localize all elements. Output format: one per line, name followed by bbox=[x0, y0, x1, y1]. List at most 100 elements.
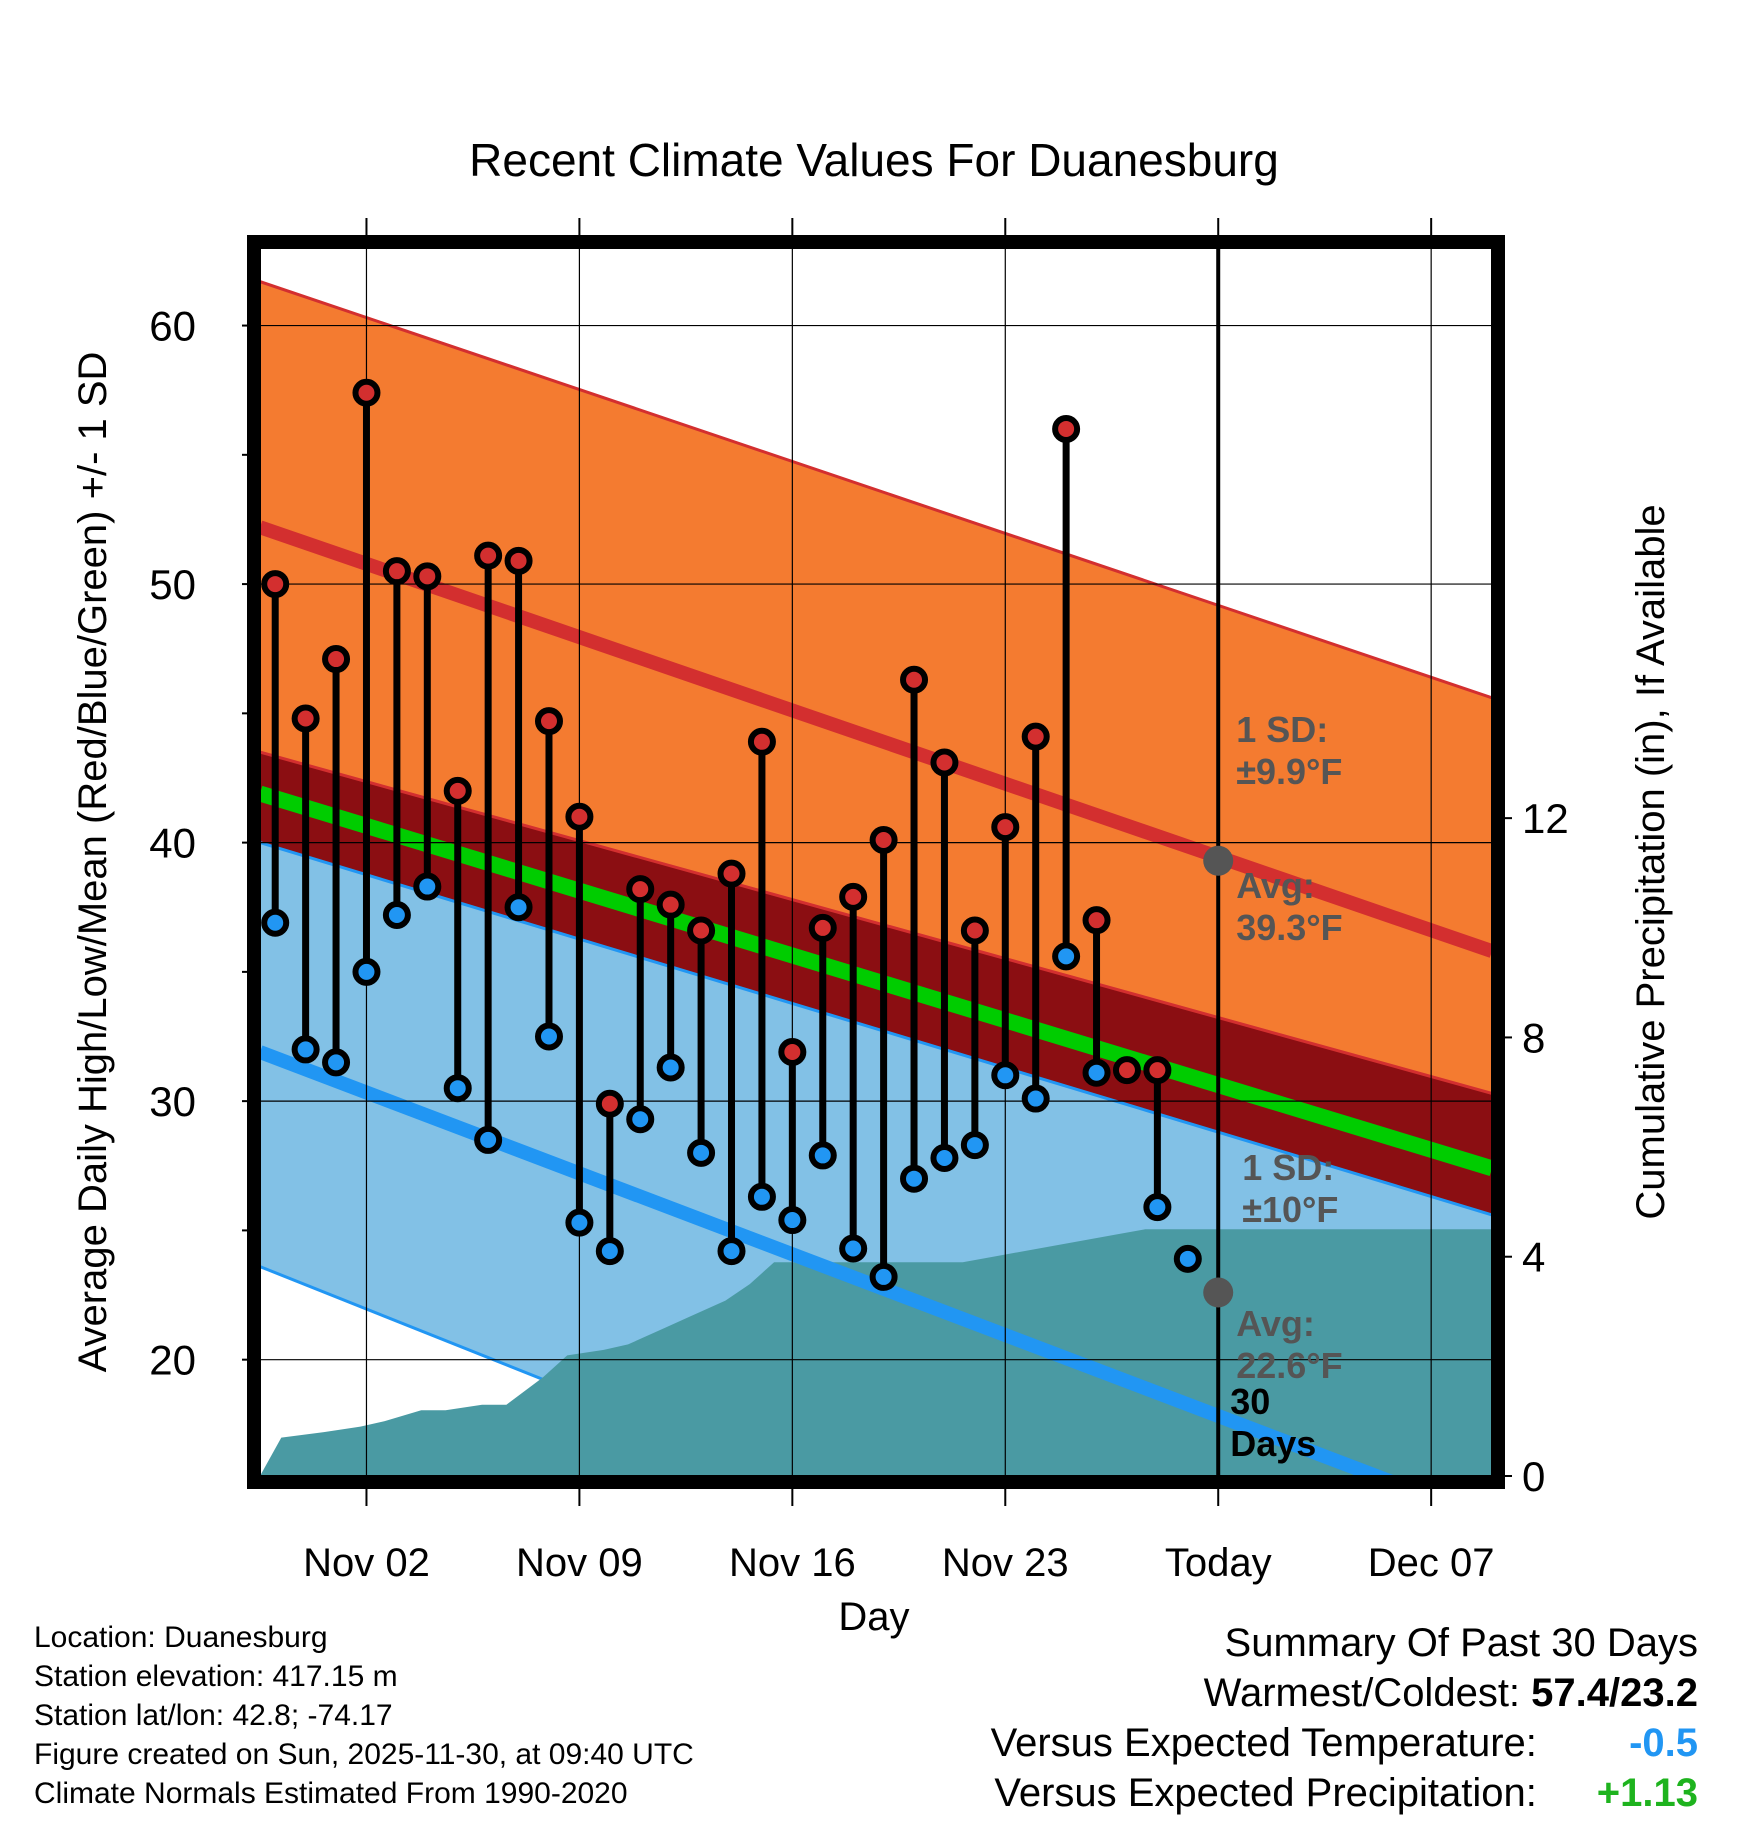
low-lower-sd-line bbox=[260, 1265, 790, 1476]
daily-low-point bbox=[900, 1164, 929, 1193]
plot-area bbox=[260, 248, 1492, 1476]
y-right-tick-label: 0 bbox=[1522, 1453, 1545, 1500]
daily-low-point bbox=[534, 1022, 563, 1051]
daily-low-point bbox=[1143, 1193, 1172, 1222]
normal-mean-line bbox=[260, 785, 1492, 1177]
low-upper-sd-line bbox=[260, 841, 1492, 1217]
daily-high-point bbox=[839, 882, 868, 911]
daily-high-point bbox=[1052, 414, 1081, 443]
precipitation-area bbox=[260, 1229, 1492, 1476]
station-info: Location: Duanesburg Station elevation: … bbox=[34, 1618, 694, 1813]
daily-low-point bbox=[626, 1105, 655, 1134]
summary-warmest-row: Warmest/Coldest: 57.4/23.2 bbox=[991, 1668, 1698, 1718]
daily-low-point bbox=[504, 893, 533, 922]
daily-low-point bbox=[322, 1048, 351, 1077]
daily-low-point bbox=[413, 872, 442, 901]
daily-low-point bbox=[960, 1131, 989, 1160]
daily-low-point bbox=[382, 900, 411, 929]
daily-high-point bbox=[261, 570, 290, 599]
low-avg-annotation: Avg: 22.6°F bbox=[1236, 1303, 1342, 1386]
warmest-label: Warmest/Coldest: bbox=[1203, 1671, 1521, 1715]
daily-low-point bbox=[291, 1035, 320, 1064]
y-left-axis-label: Average Daily High/Low/Mean (Red/Blue/Gr… bbox=[71, 352, 115, 1373]
daily-low-point bbox=[839, 1234, 868, 1263]
high-lower-sd-line bbox=[260, 750, 1492, 1095]
average-marker bbox=[1203, 1277, 1234, 1308]
daily-low-point bbox=[1082, 1058, 1111, 1087]
high-sd-annotation-line: 1 SD: bbox=[1236, 709, 1328, 750]
daily-high-point bbox=[960, 916, 989, 945]
daily-high-point bbox=[900, 665, 929, 694]
daily-high-point bbox=[1021, 722, 1050, 751]
normals-text: Climate Normals Estimated From 1990-2020 bbox=[34, 1777, 628, 1810]
daily-high-point bbox=[443, 776, 472, 805]
chart-title: Recent Climate Values For Duanesburg bbox=[469, 134, 1279, 186]
warmest-value: 57.4/23.2 bbox=[1531, 1671, 1698, 1715]
elevation-text: Station elevation: 417.15 m bbox=[34, 1660, 398, 1693]
daily-low-point bbox=[443, 1074, 472, 1103]
daily-high-point bbox=[687, 916, 716, 945]
normal-high-sd-band bbox=[260, 281, 1492, 1094]
created-text: Figure created on Sun, 2025-11-30, at 09… bbox=[34, 1738, 694, 1771]
daily-high-point bbox=[869, 826, 898, 855]
daily-high-point bbox=[1112, 1056, 1141, 1085]
latlon-text: Station lat/lon: 42.8; -74.17 bbox=[34, 1699, 393, 1732]
daily-high-point bbox=[322, 645, 351, 674]
daily-low-point bbox=[808, 1141, 837, 1170]
daily-low-point bbox=[1052, 942, 1081, 971]
daily-high-point bbox=[595, 1089, 624, 1118]
daily-high-point bbox=[474, 541, 503, 570]
daily-high-point bbox=[778, 1038, 807, 1067]
daily-low-point bbox=[565, 1208, 594, 1237]
daily-low-point bbox=[991, 1061, 1020, 1090]
daily-low-point bbox=[1173, 1244, 1202, 1273]
daily-low-point bbox=[930, 1144, 959, 1173]
summary-title: Summary Of Past 30 Days bbox=[1224, 1621, 1698, 1665]
x-tick-label: Nov 16 bbox=[729, 1541, 856, 1585]
temp-anomaly-label: Versus Expected Temperature: bbox=[990, 1721, 1537, 1765]
summary-precip-row: Versus Expected Precipitation: +1.13 bbox=[991, 1768, 1698, 1818]
y-right-tick-label: 12 bbox=[1522, 795, 1569, 842]
high-sd-annotation: 1 SD: ±9.9°F bbox=[1236, 709, 1342, 792]
daily-high-point bbox=[656, 890, 685, 919]
daily-low-point bbox=[717, 1237, 746, 1266]
daily-high-point bbox=[382, 557, 411, 586]
y-left-tick-label: 50 bbox=[149, 561, 196, 608]
daily-high-point bbox=[717, 859, 746, 888]
low-sd-annotation-line: 1 SD: bbox=[1242, 1147, 1334, 1188]
high-avg-annotation-line: 39.3°F bbox=[1236, 907, 1342, 948]
daily-high-point bbox=[291, 704, 320, 733]
low-avg-annotation-line: Avg: bbox=[1236, 1303, 1315, 1344]
temp-anomaly-value: -0.5 bbox=[1629, 1721, 1698, 1765]
daily-low-point bbox=[595, 1237, 624, 1266]
daily-high-point bbox=[413, 562, 442, 591]
high-sd-annotation-line: ±9.9°F bbox=[1236, 751, 1342, 792]
low-sd-annotation: 1 SD: ±10°F bbox=[1242, 1147, 1338, 1230]
daily-high-point bbox=[534, 707, 563, 736]
high-avg-annotation-line: Avg: bbox=[1236, 865, 1315, 906]
daily-high-point bbox=[1082, 906, 1111, 935]
daily-low-point bbox=[474, 1125, 503, 1154]
period-annotation: 30 Days bbox=[1230, 1381, 1316, 1464]
x-tick-label: Nov 02 bbox=[303, 1541, 430, 1585]
x-tick-label: Dec 07 bbox=[1368, 1541, 1495, 1585]
daily-high-point bbox=[930, 748, 959, 777]
low-avg-annotation-line: 22.6°F bbox=[1236, 1345, 1342, 1386]
y-left-tick-label: 30 bbox=[149, 1078, 196, 1125]
precip-anomaly-value: +1.13 bbox=[1596, 1771, 1698, 1815]
daily-low-point bbox=[778, 1206, 807, 1235]
y-right-tick-label: 8 bbox=[1522, 1014, 1545, 1061]
daily-low-point bbox=[869, 1262, 898, 1291]
daily-low-point bbox=[747, 1182, 776, 1211]
daily-low-point bbox=[1021, 1084, 1050, 1113]
normal-high-line bbox=[260, 520, 1492, 958]
daily-high-point bbox=[1143, 1056, 1172, 1085]
daily-low-point bbox=[656, 1053, 685, 1082]
daily-high-point bbox=[991, 813, 1020, 842]
x-tick-label: Nov 09 bbox=[516, 1541, 643, 1585]
summary-temp-row: Versus Expected Temperature: -0.5 bbox=[991, 1718, 1698, 1768]
precip-anomaly-label: Versus Expected Precipitation: bbox=[994, 1771, 1537, 1815]
summary-panel: Summary Of Past 30 Days Warmest/Coldest:… bbox=[991, 1618, 1698, 1818]
y-left-tick-label: 40 bbox=[149, 820, 196, 867]
